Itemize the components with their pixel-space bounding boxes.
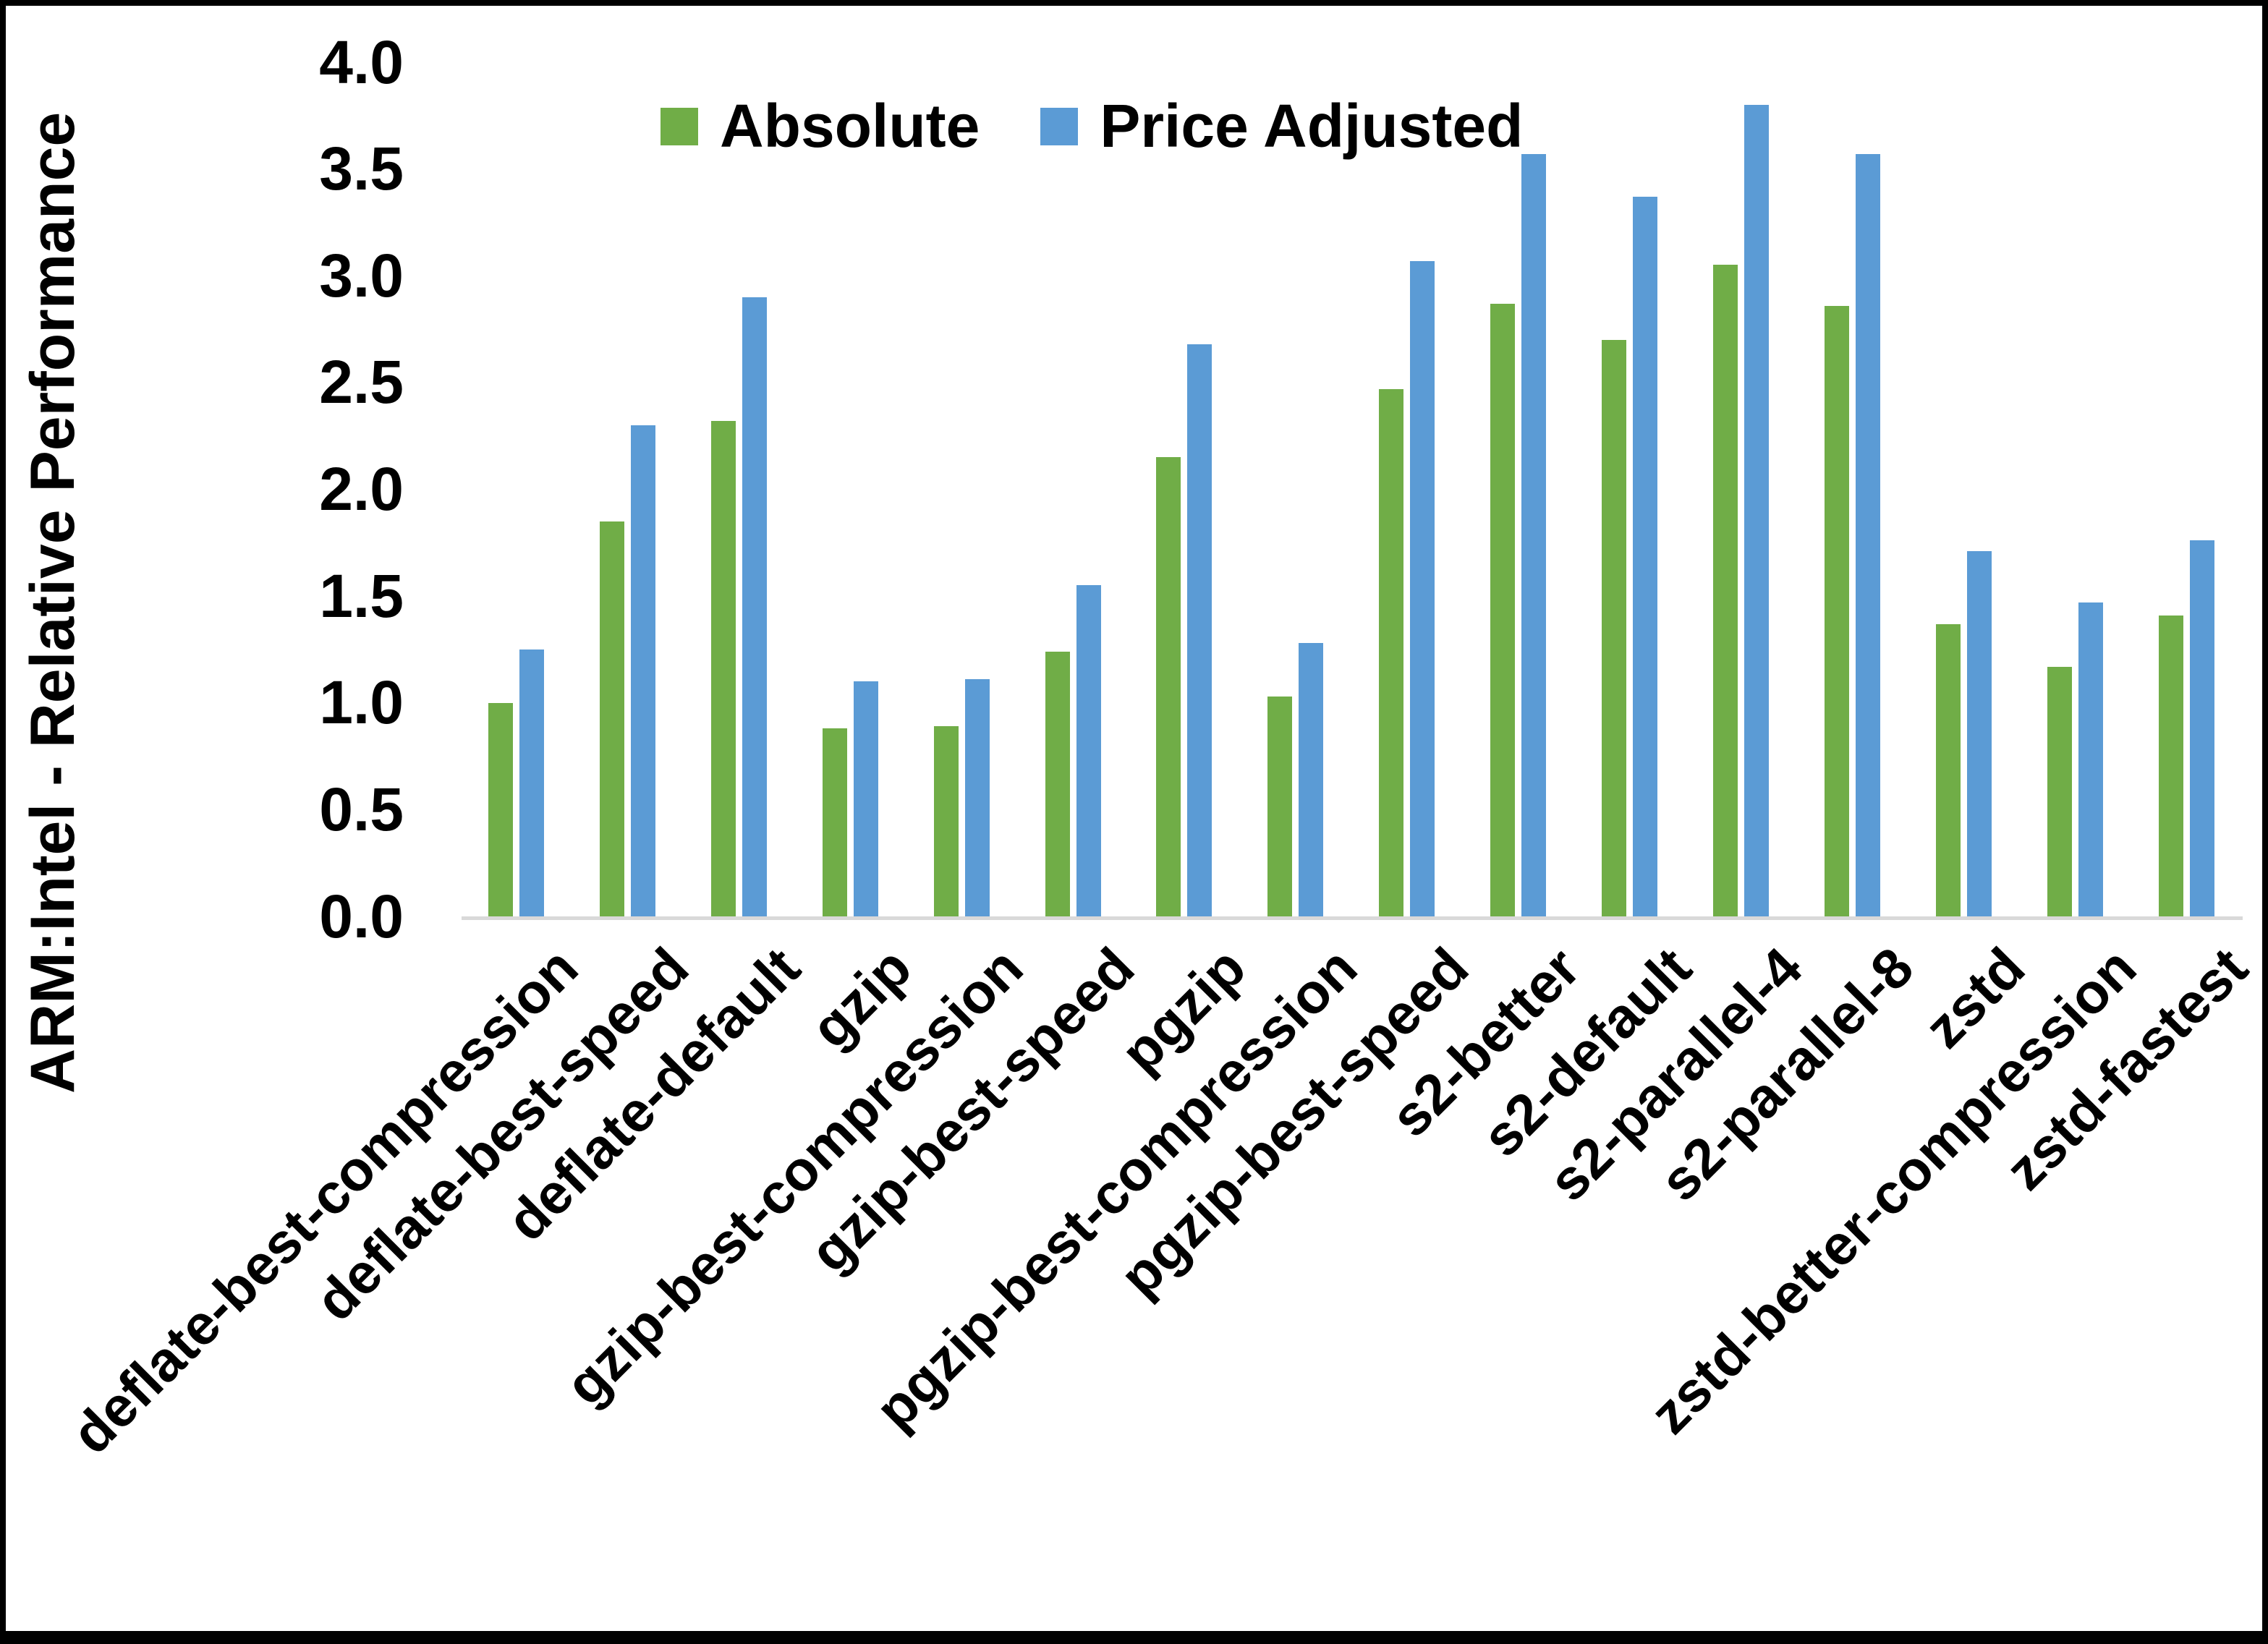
bar-absolute-zstd <box>1935 623 1961 916</box>
y-tick-label: 2.0 <box>319 455 404 523</box>
bar-price-adjusted-s2-parallel-4 <box>1744 105 1769 916</box>
bar-price-adjusted-s2-better <box>1521 153 1547 916</box>
bar-absolute-gzip-best-compression <box>933 726 959 916</box>
y-tick-label: 0.0 <box>319 882 404 950</box>
bar-price-adjusted-deflate-default <box>742 297 767 916</box>
bar-price-adjusted-s2-default <box>1633 197 1657 916</box>
x-axis-line <box>462 916 2243 920</box>
bar-price-adjusted-deflate-best-speed <box>630 425 655 916</box>
bar-absolute-pgzip-best-speed <box>1379 388 1404 916</box>
bar-absolute-zstd-fastest <box>2158 615 2183 916</box>
y-tick-label: 4.0 <box>319 27 404 96</box>
y-tick-label: 1.0 <box>319 668 404 737</box>
bar-price-adjusted-deflate-best-compression <box>519 649 544 916</box>
bar-absolute-deflate-best-speed <box>599 521 624 916</box>
bar-price-adjusted-gzip-best-speed <box>1076 585 1101 916</box>
bar-absolute-s2-parallel-8 <box>1824 305 1849 916</box>
bar-absolute-gzip <box>822 728 847 916</box>
y-tick-label: 1.5 <box>319 561 404 630</box>
legend-entry-absolute: Absolute <box>661 91 980 161</box>
bar-price-adjusted-zstd-fastest <box>2189 540 2214 916</box>
bar-absolute-deflate-default <box>710 421 736 916</box>
legend-label: Price Adjusted <box>1100 92 1524 160</box>
bar-absolute-pgzip-best-compression <box>1267 696 1293 916</box>
bar-price-adjusted-pgzip <box>1187 344 1212 916</box>
bar-price-adjusted-zstd <box>1966 551 1992 916</box>
bar-absolute-gzip-best-speed <box>1045 651 1070 916</box>
legend-swatch-icon <box>1040 107 1079 145</box>
bar-absolute-s2-better <box>1490 303 1516 916</box>
legend-swatch-icon <box>661 107 698 145</box>
bar-price-adjusted-pgzip-best-compression <box>1299 643 1324 916</box>
bar-absolute-zstd-better-compression <box>2047 666 2072 916</box>
y-tick-label: 0.5 <box>319 775 404 843</box>
y-tick-label: 3.0 <box>319 241 404 310</box>
bar-price-adjusted-gzip <box>853 681 878 916</box>
legend-entry-price-adjusted: Price Adjusted <box>1040 91 1523 161</box>
legend: Absolute Price Adjusted <box>661 91 1523 161</box>
y-tick-label: 2.5 <box>319 348 404 417</box>
bar-absolute-pgzip <box>1156 457 1181 916</box>
bar-absolute-s2-parallel-4 <box>1712 265 1738 916</box>
bar-price-adjusted-zstd-better-compression <box>2078 602 2103 916</box>
legend-label: Absolute <box>720 92 980 160</box>
bar-price-adjusted-s2-parallel-8 <box>1855 153 1880 916</box>
bar-price-adjusted-gzip-best-compression <box>964 679 990 916</box>
bar-absolute-deflate-best-compression <box>488 702 513 916</box>
bar-absolute-s2-default <box>1602 339 1626 916</box>
y-axis-title: ARM:Intel - Relative Performance <box>18 111 88 1094</box>
y-tick-label: 3.5 <box>319 135 404 203</box>
bar-price-adjusted-pgzip-best-speed <box>1410 260 1435 916</box>
